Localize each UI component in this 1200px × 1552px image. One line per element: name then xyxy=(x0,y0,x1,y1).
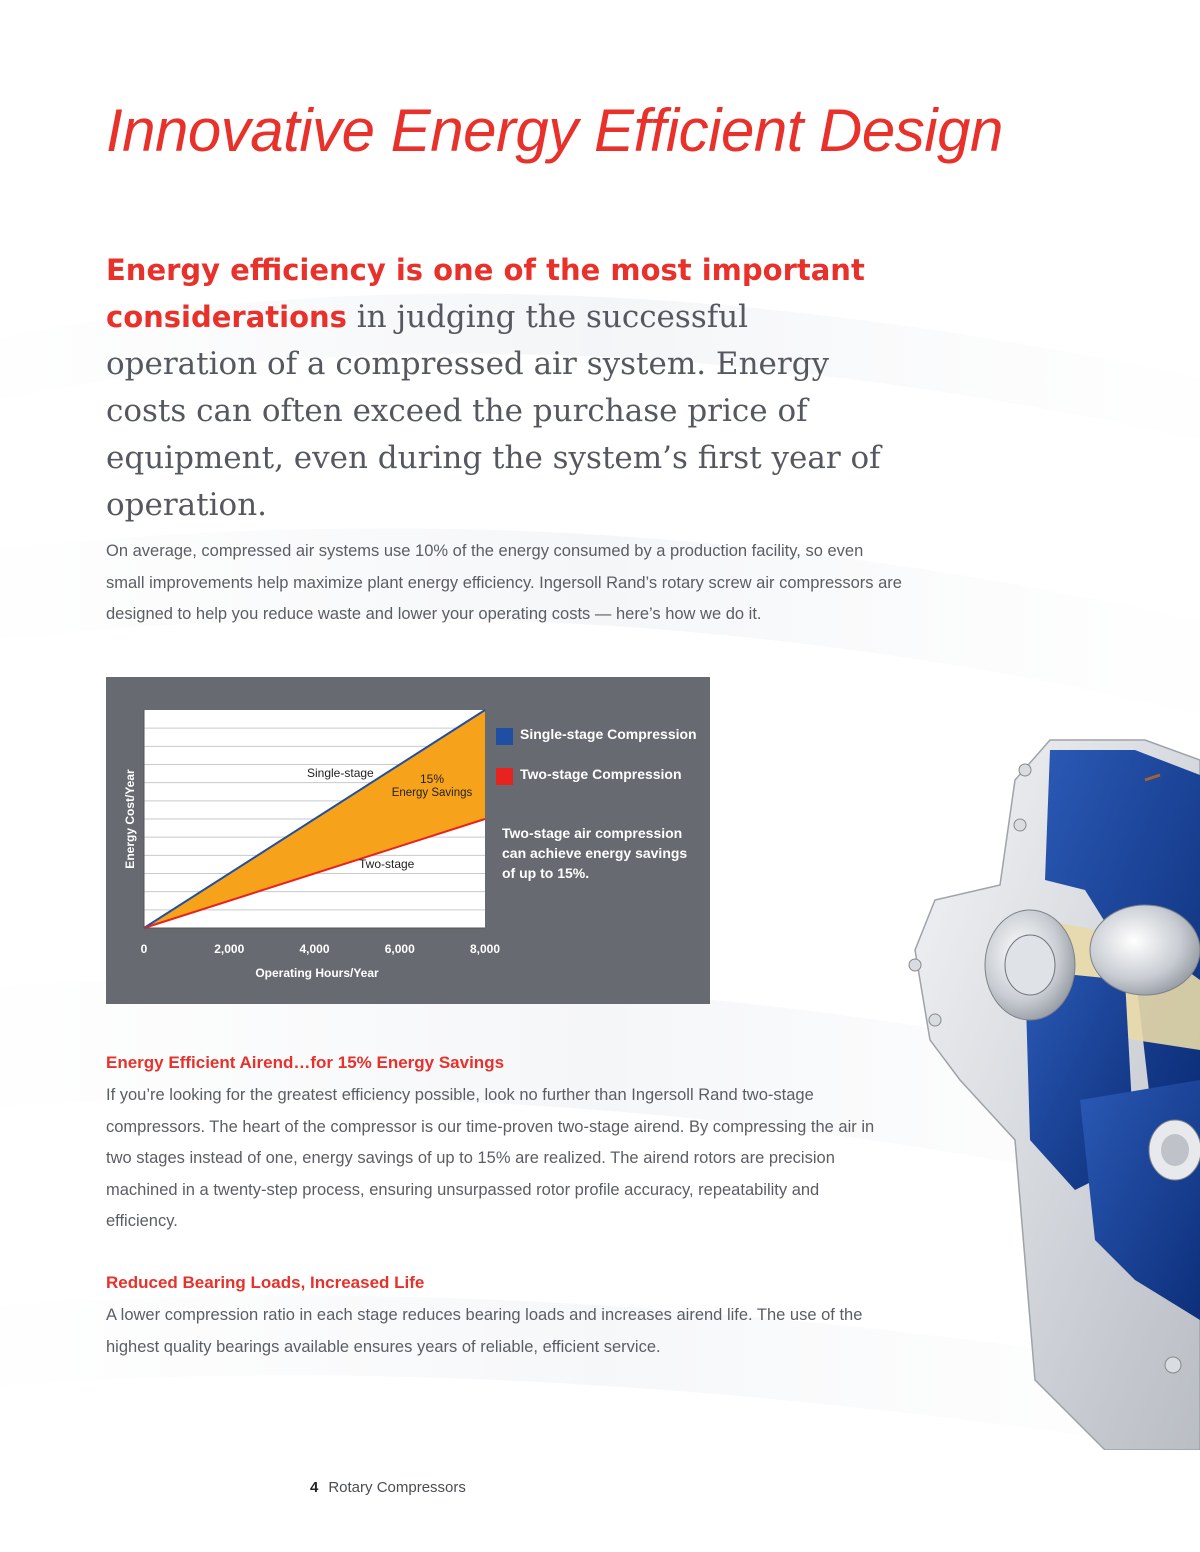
lead-paragraph: Energy efficiency is one of the most imp… xyxy=(106,247,896,529)
chart-legend: Single-stage Compression Two-stage Compr… xyxy=(496,726,710,806)
y-axis-label: Energy Cost/Year xyxy=(123,769,137,869)
x-tick-label: 0 xyxy=(141,942,148,956)
x-tick-label: 4,000 xyxy=(299,942,329,956)
legend-label-two-stage: Two-stage Compression xyxy=(520,766,682,782)
lead-highlight: Energy efficiency is one of the most imp… xyxy=(106,253,865,334)
page-title: Innovative Energy Efficient Design xyxy=(106,97,1003,164)
legend-item-two-stage: Two-stage Compression xyxy=(496,766,710,806)
page-footer: 4 Rotary Compressors xyxy=(310,1479,466,1496)
savings-label-percent: 15% xyxy=(420,772,444,786)
energy-cost-chart: Single-stage Two-stage 15% Energy Saving… xyxy=(106,677,710,1004)
x-tick-label: 6,000 xyxy=(385,942,415,956)
section-body-bearing: A lower compression ratio in each stage … xyxy=(106,1306,863,1356)
x-tick-label: 8,000 xyxy=(470,942,500,956)
chart-plot: Single-stage Two-stage 15% Energy Saving… xyxy=(123,709,501,980)
x-tick-label: 2,000 xyxy=(214,942,244,956)
two-stage-line xyxy=(143,818,486,929)
footer-label: Rotary Compressors xyxy=(328,1479,466,1496)
intro-paragraph: On average, compressed air systems use 1… xyxy=(106,542,902,623)
legend-item-single-stage: Single-stage Compression xyxy=(496,726,710,766)
page-number: 4 xyxy=(310,1479,319,1496)
legend-swatch-single-stage xyxy=(496,728,513,745)
section-heading-airend: Energy Efficient Airend…for 15% Energy S… xyxy=(106,1053,505,1072)
x-axis-label: Operating Hours/Year xyxy=(255,966,379,980)
section-heading-bearing: Reduced Bearing Loads, Increased Life xyxy=(106,1273,425,1292)
savings-label-text: Energy Savings xyxy=(392,787,473,799)
x-tick-labels: 0 2,000 4,000 6,000 8,000 xyxy=(141,942,501,956)
single-stage-line-label: Single-stage xyxy=(307,766,374,780)
airend-cutaway-illustration xyxy=(908,739,1200,1450)
two-stage-line-label: Two-stage xyxy=(359,857,415,871)
legend-label-single-stage: Single-stage Compression xyxy=(520,726,697,742)
section-body-airend: If you’re looking for the greatest effic… xyxy=(106,1086,875,1230)
legend-swatch-two-stage xyxy=(496,768,513,785)
chart-note: Two-stage air compression can achieve en… xyxy=(502,825,688,881)
single-stage-line xyxy=(143,709,486,929)
lead-rest: in judging the successful operation of a… xyxy=(106,299,881,523)
